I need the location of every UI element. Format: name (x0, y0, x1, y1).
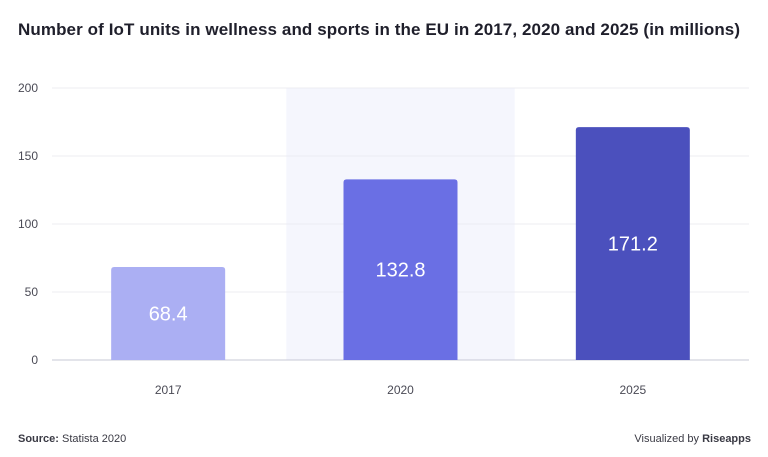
source-note: Source: Statista 2020 (18, 433, 126, 445)
bar-2025 (575, 127, 690, 360)
bar-2017 (111, 266, 226, 360)
credit-prefix: Visualized by (634, 433, 700, 445)
y-tick-label-0: 0 (31, 353, 38, 367)
bar-2020 (343, 179, 458, 360)
chart-title: Number of IoT units in wellness and spor… (18, 20, 741, 39)
credit-brand: Riseapps (702, 433, 751, 445)
bar-value-label-2017: 68.4 (149, 303, 188, 325)
bar-value-label-2025: 171.2 (608, 234, 658, 256)
bar-value-label-2020: 132.8 (375, 260, 425, 282)
x-tick-label-2025: 2025 (619, 383, 646, 397)
source-text: Statista 2020 (62, 433, 127, 445)
x-tick-label-2020: 2020 (387, 383, 414, 397)
y-tick-label-100: 100 (18, 217, 38, 231)
y-tick-label-150: 150 (18, 149, 38, 163)
y-tick-label-50: 50 (25, 285, 39, 299)
credit-note: Visualized by Riseapps (634, 433, 751, 445)
x-tick-label-2017: 2017 (155, 383, 182, 397)
source-label: Source: (18, 433, 59, 445)
y-tick-label-200: 200 (18, 81, 38, 95)
